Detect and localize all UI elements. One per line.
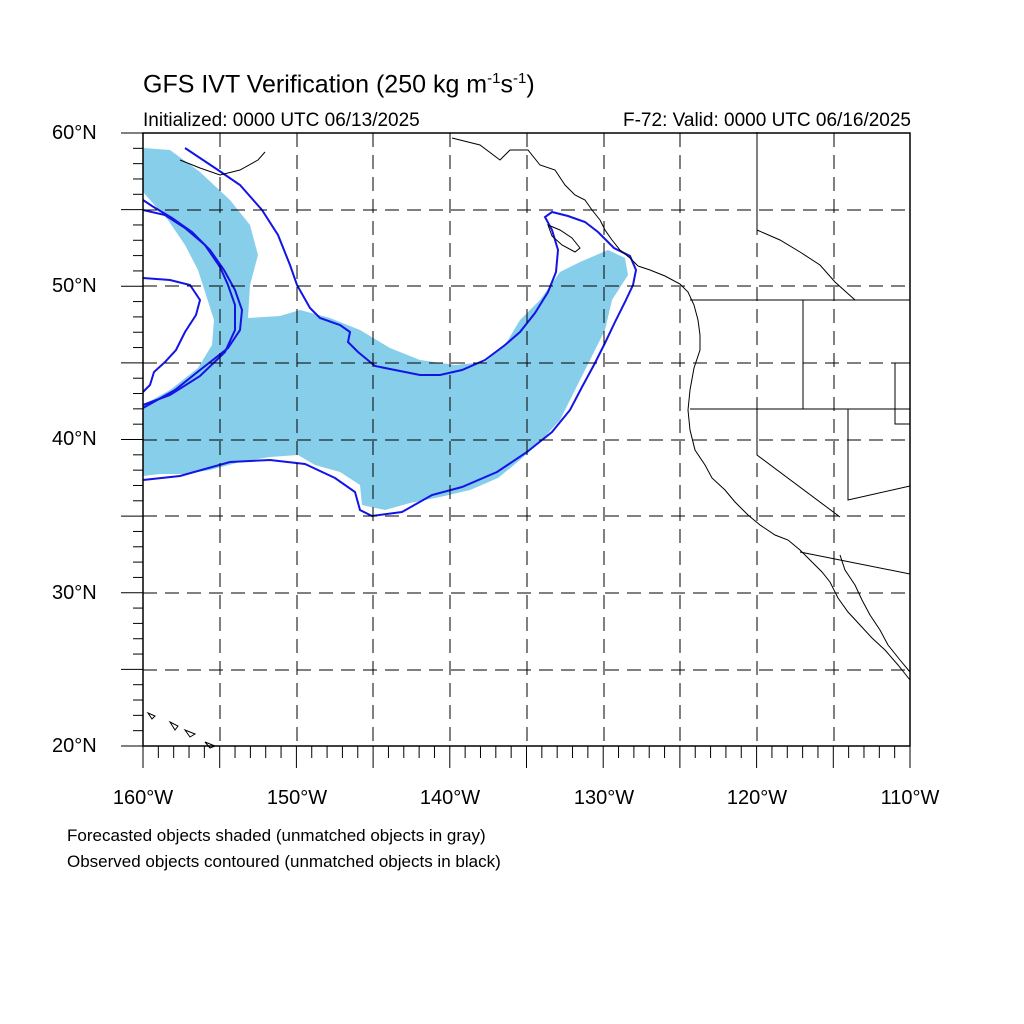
- title-mid: s: [500, 70, 513, 99]
- title-end: ): [526, 70, 535, 99]
- map-title: GFS IVT Verification (250 kg m-1s-1): [143, 70, 535, 99]
- title-sup1: -1: [487, 70, 501, 87]
- state-borders: [690, 132, 911, 575]
- lat-label-20: 20°N: [52, 735, 97, 757]
- hawaii-islands: [146, 711, 217, 749]
- lon-label-120w: 120°W: [726, 787, 788, 809]
- initialized-text: Initialized: 0000 UTC 06/13/2025: [143, 110, 420, 131]
- observed-objects: [142, 147, 638, 518]
- title-sup2: -1: [512, 70, 527, 87]
- axis-ticks: [121, 132, 911, 768]
- observed-contour-arm: [142, 199, 244, 409]
- lat-label-40: 40°N: [52, 428, 97, 450]
- forecast-object-shade: [143, 148, 628, 510]
- forecast-objects: [143, 148, 628, 510]
- lon-label-130w: 130°W: [573, 787, 635, 809]
- title-main: GFS IVT Verification (250 kg m: [143, 70, 488, 99]
- lat-lon-grid: [143, 133, 910, 746]
- lat-label-60: 60°N: [52, 122, 97, 144]
- lon-label-160w: 160°W: [112, 787, 174, 809]
- legend-observed: Observed objects contoured (unmatched ob…: [67, 852, 501, 871]
- lat-label-30: 30°N: [52, 582, 97, 604]
- baja-coast: [839, 554, 911, 673]
- valid-text: F-72: Valid: 0000 UTC 06/16/2025: [623, 110, 911, 131]
- coastlines: [146, 132, 911, 749]
- lat-label-50: 50°N: [52, 275, 97, 297]
- legend-forecast: Forecasted objects shaded (unmatched obj…: [67, 826, 486, 845]
- alaska-coast: [179, 137, 639, 267]
- observed-contour-main: [142, 147, 638, 518]
- lon-label-150w: 150°W: [266, 787, 328, 809]
- west-coast: [637, 265, 911, 681]
- lon-label-140w: 140°W: [419, 787, 481, 809]
- observed-contour-side: [142, 277, 202, 393]
- lon-label-110w: 110°W: [880, 787, 940, 809]
- vancouver-island: [547, 224, 581, 253]
